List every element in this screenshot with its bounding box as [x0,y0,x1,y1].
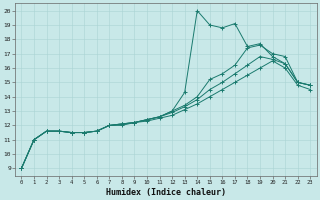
X-axis label: Humidex (Indice chaleur): Humidex (Indice chaleur) [106,188,226,197]
